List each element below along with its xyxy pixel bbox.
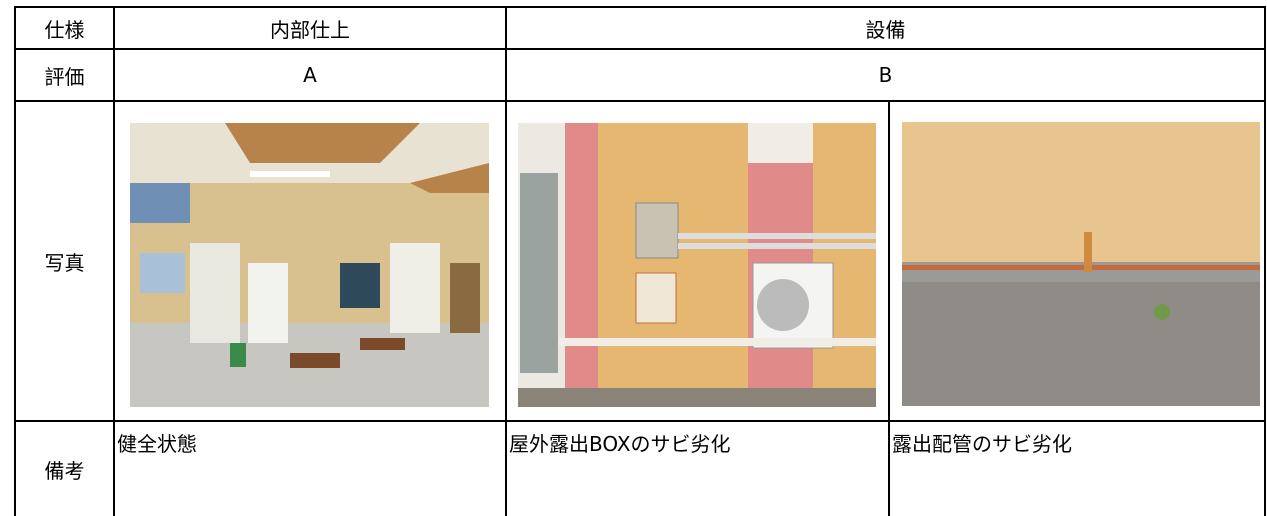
remark: 屋外露出BOXのサビ劣化 [509,432,731,456]
border [14,420,1266,422]
remark: 露出配管のサビ劣化 [892,432,1072,456]
border [505,6,507,516]
row-label: 写真 [44,250,85,275]
border [113,6,115,516]
header-label: 仕様 [44,17,85,42]
photo-outdoor-box [518,123,876,407]
border [888,100,890,516]
border [14,6,1266,8]
border [1264,6,1266,516]
photo-pipe [902,122,1260,406]
photo-interior [130,123,489,407]
rating: A [303,63,317,87]
border [14,100,1266,102]
row-label: 備考 [44,458,85,483]
row-label: 評価 [44,64,85,89]
remark: 健全状態 [117,432,197,456]
border [14,48,1266,50]
border [14,6,16,516]
header-cell: 設備 [865,17,906,42]
rating: B [878,63,893,87]
header-cell: 内部仕上 [270,17,350,42]
